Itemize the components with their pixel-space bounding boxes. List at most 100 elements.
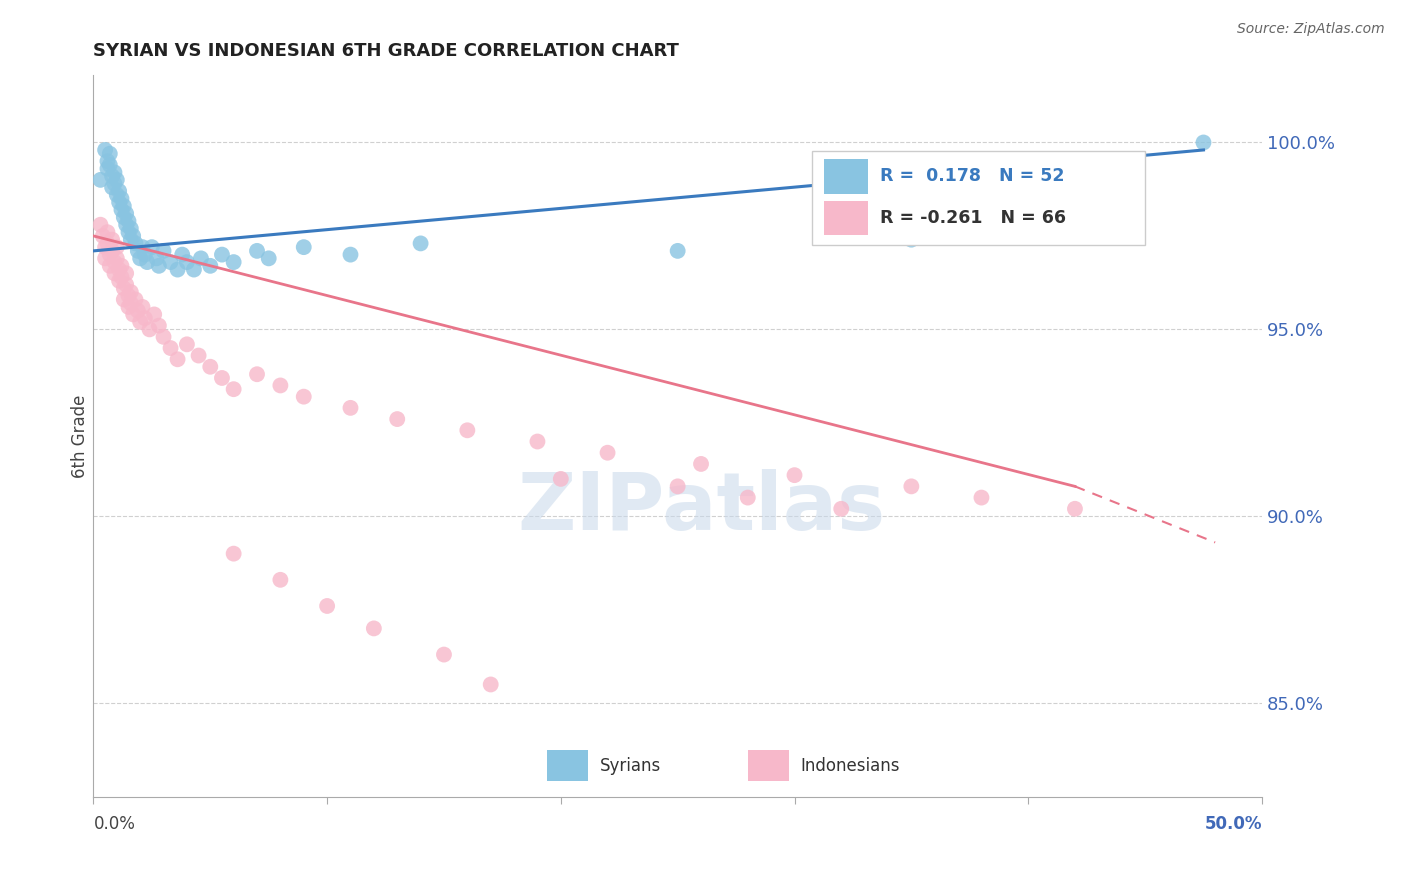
Point [124,293,146,307]
Bar [813,151,1144,244]
Point [112,281,135,295]
Point [115,218,138,232]
Point [316,599,339,613]
Point [110,259,132,273]
Point [166,352,188,367]
Point [115,277,138,292]
Point [108,195,131,210]
Point [222,382,245,396]
Point [456,423,478,437]
Point [122,228,145,243]
Point [292,240,315,254]
Point [136,255,159,269]
Point [103,266,125,280]
Point [103,255,125,269]
Point [211,247,233,261]
Point [120,221,142,235]
Point [98,146,121,161]
Point [269,573,291,587]
Point [101,169,124,183]
Point [387,412,409,426]
Point [148,259,170,273]
Point [172,247,194,261]
Point [105,252,128,266]
Point [108,262,131,277]
Text: 0.0%: 0.0% [93,815,135,833]
Text: 50.0%: 50.0% [1205,815,1263,833]
Point [1192,136,1215,150]
Bar [824,159,868,194]
Point [115,206,138,220]
Point [108,184,131,198]
Point [176,255,198,269]
Point [120,233,142,247]
Point [830,501,852,516]
Point [94,143,117,157]
Point [138,322,160,336]
Point [105,240,128,254]
Point [1064,501,1087,516]
Y-axis label: 6th Grade: 6th Grade [72,394,89,477]
Point [783,468,806,483]
Point [433,648,456,662]
Point [409,236,432,251]
Point [96,225,118,239]
Bar [547,750,588,780]
Text: R = -0.261   N = 66: R = -0.261 N = 66 [880,209,1066,227]
Point [124,236,146,251]
Point [269,378,291,392]
Point [737,491,759,505]
Point [103,177,125,191]
Point [120,285,142,299]
Point [117,214,139,228]
Point [166,262,188,277]
Point [141,240,163,254]
Point [91,228,114,243]
Point [479,677,502,691]
Point [200,259,222,273]
Point [110,192,132,206]
Point [89,173,111,187]
Point [103,165,125,179]
Text: Indonesians: Indonesians [800,756,900,774]
Point [134,247,156,261]
Point [176,337,198,351]
Point [666,244,689,258]
Point [145,252,167,266]
Point [129,315,152,329]
Point [98,259,121,273]
Point [110,202,132,217]
Point [105,173,128,187]
Point [98,158,121,172]
Point [108,274,131,288]
Point [131,240,153,254]
Bar [824,201,868,235]
Point [159,341,181,355]
Point [117,300,139,314]
Point [152,330,174,344]
Point [96,236,118,251]
Point [666,479,689,493]
Point [246,244,269,258]
Point [94,252,117,266]
Point [143,307,166,321]
Point [134,311,156,326]
Point [690,457,713,471]
Text: Source: ZipAtlas.com: Source: ZipAtlas.com [1237,22,1385,37]
Point [101,233,124,247]
Point [900,479,922,493]
Point [183,262,205,277]
Point [117,225,139,239]
Text: R =  0.178   N = 52: R = 0.178 N = 52 [880,167,1064,186]
Point [222,547,245,561]
Point [596,446,619,460]
Point [200,359,222,374]
Point [211,371,233,385]
Point [187,349,209,363]
Point [101,180,124,194]
Point [222,255,245,269]
Point [550,472,572,486]
Point [159,255,181,269]
Point [101,244,124,258]
Point [96,154,118,169]
